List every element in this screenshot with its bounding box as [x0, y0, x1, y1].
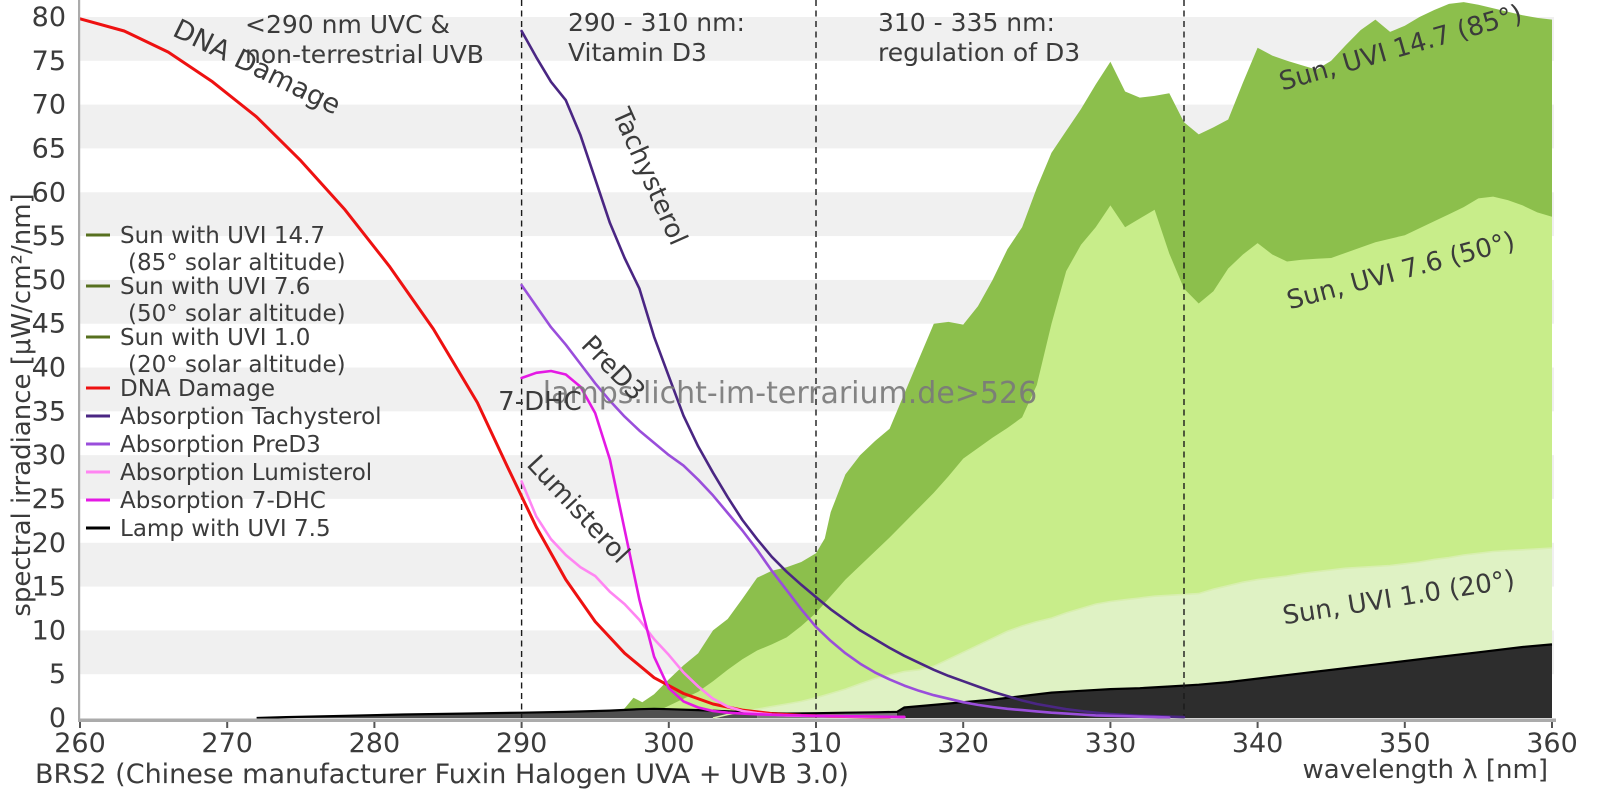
x-tick-label: 270 — [201, 728, 253, 759]
area-lamp — [897, 644, 1552, 718]
chart-caption: BRS2 (Chinese manufacturer Fuxin Halogen… — [35, 759, 849, 790]
legend-sublabel-2: (20° solar altitude) — [128, 352, 346, 378]
y-tick-label: 0 — [49, 703, 66, 734]
curve-seven-dhc — [520, 369, 906, 719]
x-tick-label: 330 — [1085, 728, 1137, 759]
y-axis-label: spectral irradiance [μW/cm²/nm] — [7, 193, 37, 616]
grid-stripe — [80, 17, 1554, 61]
y-tick-label: 55 — [32, 221, 66, 252]
y-axis-spine — [78, 0, 81, 722]
legend-label-0: Sun with UVI 14.7 — [120, 223, 325, 249]
y-tick-label: 5 — [49, 659, 66, 690]
y-tick-label: 45 — [32, 309, 66, 340]
watermark: lamps.licht-im-terrarium.de>526 — [543, 376, 1037, 411]
legend-sublabel-0: (85° solar altitude) — [128, 250, 346, 276]
x-tick-label: 350 — [1379, 728, 1431, 759]
legend-label-1: Sun with UVI 7.6 — [120, 274, 310, 300]
x-tick-label: 300 — [643, 728, 695, 759]
x-tick-label: 320 — [937, 728, 989, 759]
y-tick-label: 15 — [32, 572, 66, 603]
x-tick-label: 260 — [54, 728, 106, 759]
area-edge-lamp — [256, 643, 1553, 720]
uvc-annotation-line1: <290 nm UVC & — [245, 10, 450, 39]
y-tick-label: 10 — [32, 615, 66, 646]
legend: Sun with UVI 14.7(85° solar altitude)Sun… — [86, 223, 382, 542]
legend-label-7: Absorption 7-DHC — [120, 488, 326, 514]
y-tick-label: 75 — [32, 46, 66, 77]
y-tick-label: 40 — [32, 353, 66, 384]
x-axis-label: wavelength λ [nm] — [1303, 755, 1548, 785]
legend-sublabel-1: (50° solar altitude) — [128, 301, 346, 327]
y-tick-label: 65 — [32, 133, 66, 164]
y-tick-label: 60 — [32, 177, 66, 208]
area-edge-sun-uvi-1-0 — [712, 547, 1553, 719]
x-tick-label: 340 — [1232, 728, 1284, 759]
uvc-annotation-line2: non-terrestrial UVB — [245, 40, 484, 69]
legend-label-3: DNA Damage — [120, 376, 275, 402]
y-tick-label: 80 — [32, 2, 66, 33]
vitamin-d3-annotation-line1: 290 - 310 nm: — [568, 8, 745, 37]
regulation-annotation-line1: 310 - 335 nm: — [878, 8, 1055, 37]
curve-tachysterol — [520, 29, 1186, 719]
curve-pred3 — [520, 283, 1171, 719]
legend-label-8: Lamp with UVI 7.5 — [120, 516, 331, 542]
y-tick-label: 20 — [32, 528, 66, 559]
x-tick-label: 310 — [790, 728, 842, 759]
area-series — [256, 2, 1552, 719]
line-series — [78, 17, 1186, 719]
y-tick-label: 25 — [32, 484, 66, 515]
regulation-annotation-line2: regulation of D3 — [878, 38, 1080, 67]
vitamin-d3-annotation-line2: Vitamin D3 — [568, 38, 707, 67]
x-tick-label: 290 — [496, 728, 548, 759]
x-axis-spine — [78, 718, 1556, 722]
legend-label-2: Sun with UVI 1.0 — [120, 325, 310, 351]
y-tick-label: 50 — [32, 265, 66, 296]
region-boundary-lines — [520, 0, 1185, 718]
y-tick-label: 30 — [32, 440, 66, 471]
axes: 260 270 280 290 300 310 320 330 340 350 360 0 5 10 15 2… — [32, 0, 1578, 759]
region-annotations: <290 nm UVC & non-terrestrial UVB 290 - … — [245, 8, 1080, 69]
y-tick-label: 35 — [32, 396, 66, 427]
legend-label-5: Absorption PreD3 — [120, 432, 321, 458]
legend-label-4: Absorption Tachysterol — [120, 404, 382, 430]
area-edges — [256, 547, 1553, 720]
x-tick-label: 280 — [349, 728, 401, 759]
7-dhc-curve-label: 7-DHC — [498, 387, 582, 417]
x-tick-label: 360 — [1526, 728, 1578, 759]
y-tick-label: 70 — [32, 90, 66, 121]
legend-label-6: Absorption Lumisterol — [120, 460, 372, 486]
